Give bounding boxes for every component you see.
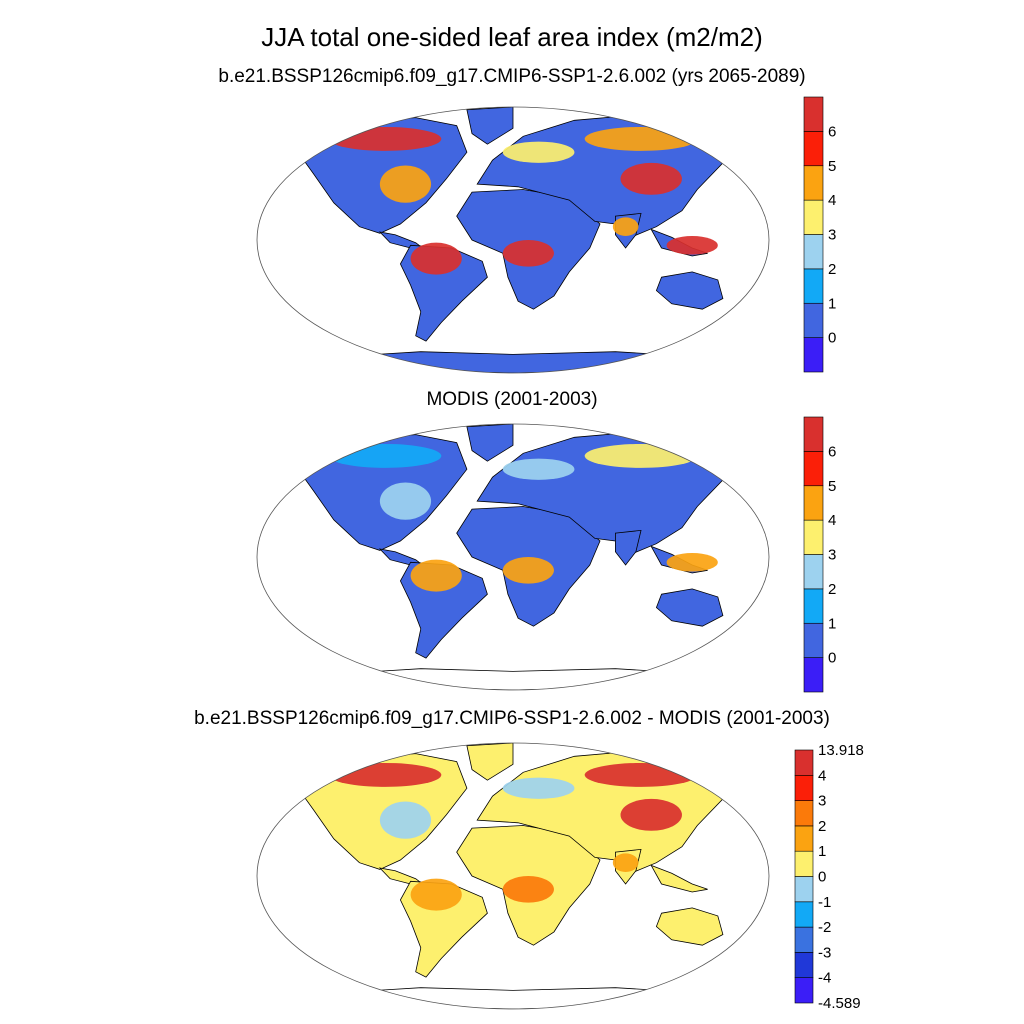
map-panel-obs [256, 423, 770, 691]
land-india [615, 529, 642, 566]
hotspot-siberia [584, 762, 698, 787]
colorbar-swatch [803, 657, 824, 693]
hotspot-southeast-asia [666, 236, 718, 255]
colorbar-tick-label: 3 [828, 227, 836, 244]
land-antarctica [333, 987, 703, 1009]
colorbar-swatch [803, 165, 824, 201]
colorbar-tick-label: 0 [828, 330, 836, 347]
colorbar-swatch [794, 901, 814, 928]
land-australia [655, 907, 724, 946]
hotspot-eastern-north-america [379, 801, 432, 839]
land-antarctica [333, 668, 703, 690]
colorbar-swatch [794, 825, 814, 852]
colorbar-swatch [794, 800, 814, 827]
hotspot-amazon [410, 878, 462, 911]
colorbar-diff: -4.589 -4 -3 -2 -1 0 1 2 3 4 13.918 [794, 742, 864, 1012]
hotspot-canada-boreal [328, 443, 442, 468]
colorbar-tick-label: 5 [828, 478, 836, 495]
colorbar-tick-label: 4 [828, 192, 836, 209]
colorbar-swatch [794, 876, 814, 903]
colorbar-swatch [803, 131, 824, 167]
colorbar-swatch [794, 977, 814, 1004]
panel-1-subtitle: b.e21.BSSP126cmip6.f09_g17.CMIP6-SSP1-2.… [218, 66, 806, 87]
hotspot-congo [502, 876, 554, 903]
colorbar-swatch [803, 622, 824, 658]
hotspot-europe [502, 141, 575, 163]
land-seAsia [650, 864, 708, 893]
colorbar-swatch [794, 952, 814, 979]
land-australia [655, 588, 724, 627]
hotspot-congo [502, 557, 554, 584]
colorbar-tick-label: 4 [828, 512, 836, 529]
colorbar-tick-label: 5 [828, 158, 836, 175]
hotspot-china [620, 162, 682, 195]
main-title: JJA total one-sided leaf area index (m2/… [261, 22, 763, 52]
land-australia [655, 271, 724, 310]
colorbar-swatch [803, 199, 824, 235]
colorbar-model: 0 1 2 3 4 5 6 [803, 96, 836, 373]
colorbar-tick-label: 2 [828, 261, 836, 278]
hotspot-europe [502, 458, 575, 480]
hotspot-india [612, 853, 639, 873]
colorbar-swatch [803, 302, 824, 338]
hotspot-canada-boreal [328, 126, 442, 151]
colorbar-tick-label: 3 [828, 547, 836, 564]
colorbar-tick-label: 3 [818, 793, 826, 810]
panel-3-subtitle: b.e21.BSSP126cmip6.f09_g17.CMIP6-SSP1-2.… [194, 708, 830, 729]
colorbar-tick-label: 1 [818, 843, 826, 860]
colorbar-tick-label: -3 [818, 944, 831, 961]
map-border [256, 423, 770, 691]
hotspot-canada-boreal [328, 762, 442, 787]
hotspot-china [620, 798, 682, 831]
hotspot-siberia [584, 126, 698, 151]
hotspot-india [612, 217, 639, 237]
hotspot-amazon [410, 242, 462, 275]
colorbar-tick-label: 1 [828, 295, 836, 312]
colorbar-swatch [803, 416, 824, 452]
hotspot-eastern-north-america [379, 165, 432, 203]
colorbar-tick-label: 0 [828, 650, 836, 667]
map-panel-diff [256, 742, 770, 1010]
colorbar-swatch [803, 451, 824, 487]
colorbar-tick-label: -4.589 [818, 995, 861, 1012]
colorbar-swatch [803, 485, 824, 521]
colorbar-tick-label: -1 [818, 894, 831, 911]
hotspot-southeast-asia [666, 553, 718, 572]
map-border [256, 742, 770, 1010]
colorbar-swatch [803, 268, 824, 304]
colorbar-swatch [803, 96, 824, 132]
colorbar-swatch [803, 588, 824, 624]
colorbar-tick-label: 1 [828, 615, 836, 632]
colorbar-obs: 0 1 2 3 4 5 6 [803, 416, 836, 693]
map-border [256, 106, 770, 374]
hotspot-siberia [584, 443, 698, 468]
colorbar-swatch [803, 337, 824, 373]
map-panel-model [256, 106, 770, 374]
colorbar-tick-label: 2 [828, 581, 836, 598]
colorbar-tick-label: 13.918 [818, 742, 864, 759]
colorbar-tick-label: 0 [818, 869, 826, 886]
hotspot-amazon [410, 559, 462, 592]
panel-2-subtitle: MODIS (2001-2003) [426, 389, 598, 410]
colorbar-tick-label: 6 [828, 443, 836, 460]
colorbar-tick-label: 6 [828, 123, 836, 140]
hotspot-congo [502, 240, 554, 267]
colorbar-swatch [803, 519, 824, 555]
colorbar-tick-label: 2 [818, 818, 826, 835]
colorbar-swatch [794, 749, 814, 776]
colorbar-swatch [794, 926, 814, 953]
colorbar-tick-label: 4 [818, 767, 826, 784]
colorbar-tick-label: -2 [818, 919, 831, 936]
colorbar-swatch [794, 774, 814, 801]
hotspot-europe [502, 777, 575, 799]
land-antarctica [333, 351, 703, 373]
colorbar-tick-label: -4 [818, 970, 831, 987]
hotspot-eastern-north-america [379, 482, 432, 520]
colorbar-swatch [803, 554, 824, 590]
colorbar-swatch [803, 234, 824, 270]
colorbar-swatch [794, 850, 814, 877]
